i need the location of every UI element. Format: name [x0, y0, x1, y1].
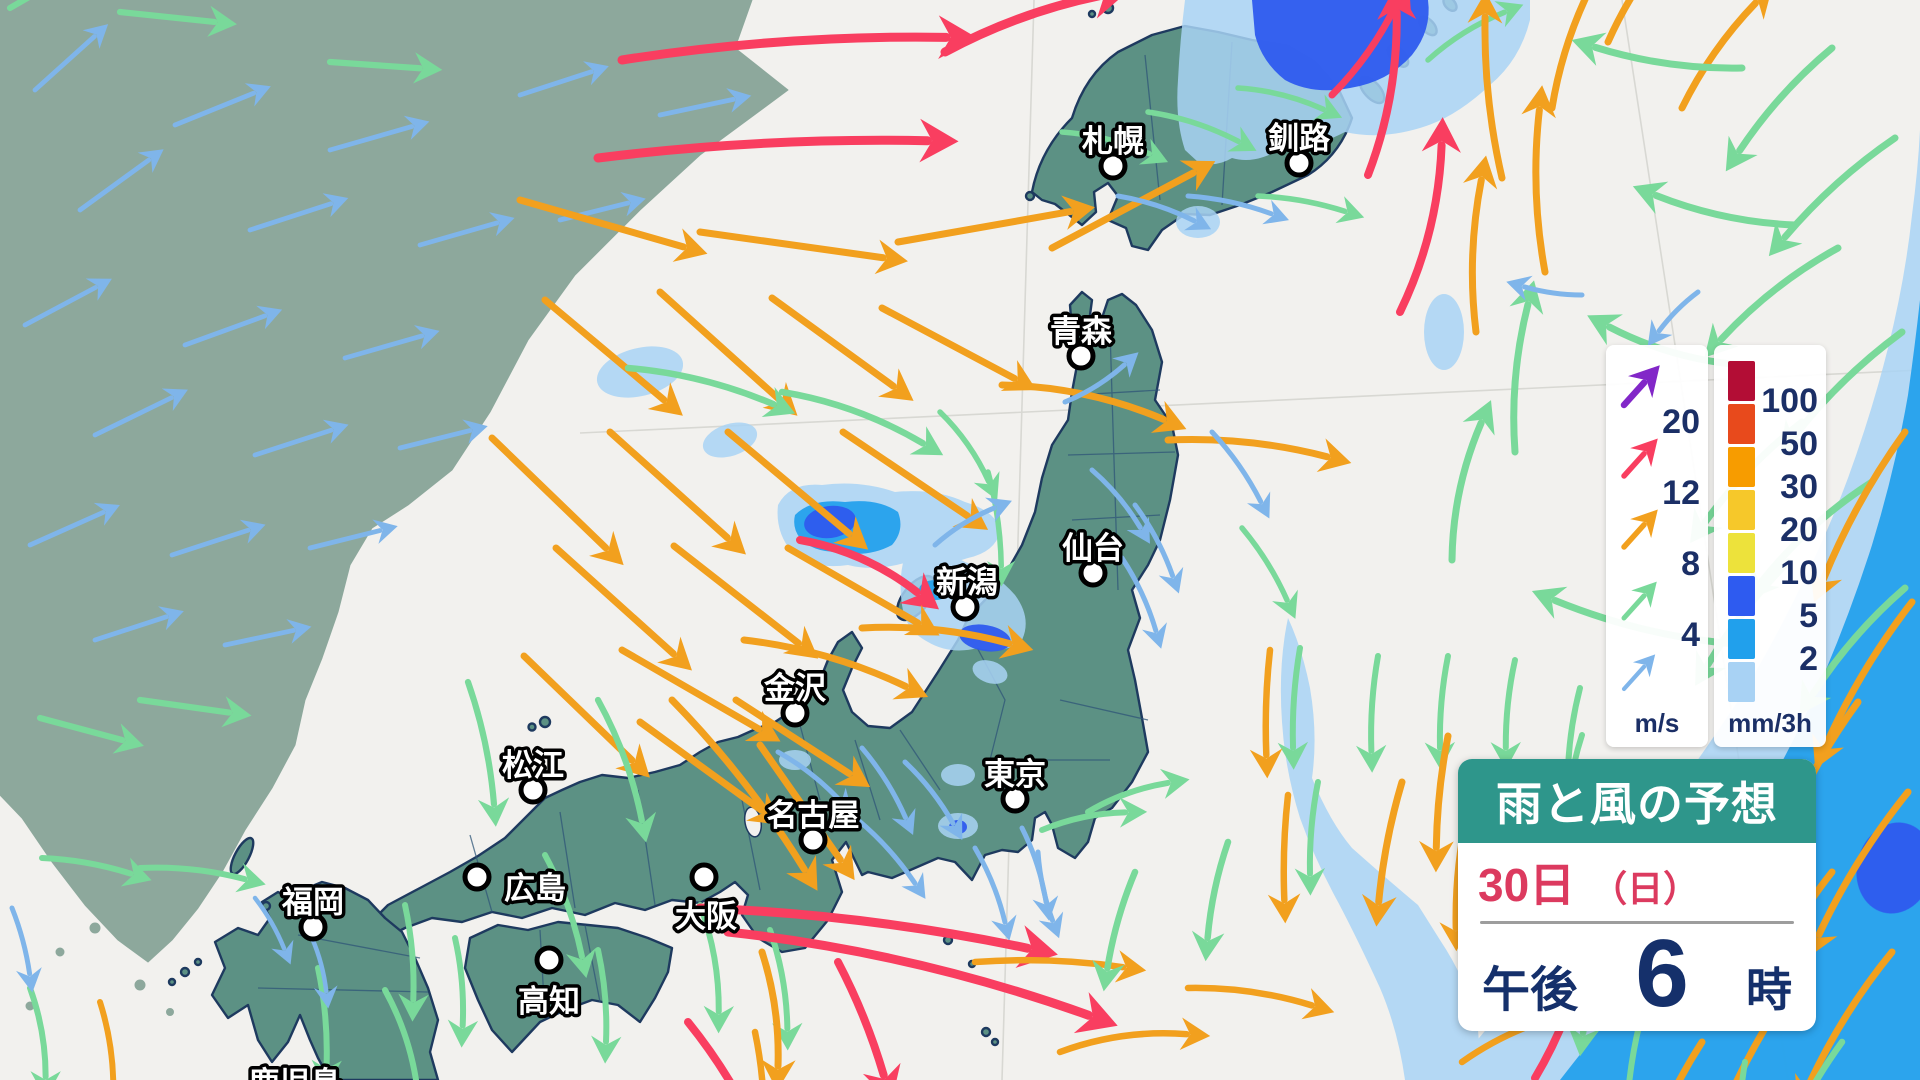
city-dot	[298, 912, 328, 942]
forecast-weekday: （日）	[1591, 868, 1700, 909]
city-dot	[1284, 148, 1314, 178]
city-label: 鹿児島	[249, 1066, 342, 1080]
forecast-hour-unit: 時	[1746, 964, 1792, 1016]
rain-legend-value: 5	[1799, 597, 1818, 635]
wind-unit-label: m/s	[1634, 708, 1680, 738]
honshu	[360, 290, 1180, 954]
wind-legend-value: 12	[1662, 474, 1700, 512]
rain-legend-swatch	[1728, 447, 1755, 487]
city-dot	[534, 945, 564, 975]
city-label: 青森	[1050, 314, 1113, 349]
city-label: 釧路	[1268, 121, 1331, 156]
city-label: 高知	[518, 984, 580, 1019]
city-dot	[518, 775, 548, 805]
city-大阪: 大阪	[672, 862, 741, 938]
city-dot	[462, 862, 492, 892]
rain-legend-value: 30	[1780, 468, 1818, 506]
rain-amount-legend: mm/3h 100 50 30 20 10 5 2	[1714, 345, 1826, 747]
city-dot	[780, 698, 810, 728]
continent-asia	[0, 0, 789, 963]
wind-legend-arrow	[1621, 654, 1656, 692]
city-新潟: 新潟	[933, 562, 1002, 622]
city-dot	[1098, 151, 1128, 181]
forecast-period: 午後	[1482, 964, 1579, 1017]
city-釧路: 釧路	[1265, 118, 1334, 178]
wind-legend-arrow	[1621, 581, 1657, 621]
rain-legend-value: 2	[1799, 640, 1818, 678]
city-福岡: 福岡	[278, 882, 348, 942]
city-dot	[1000, 784, 1030, 814]
shikoku	[463, 920, 674, 1054]
rain-legend-value: 50	[1780, 425, 1818, 463]
rain-legend-value: 10	[1780, 554, 1818, 592]
rain-legend-swatch	[1728, 490, 1755, 530]
city-label: 大阪	[675, 899, 737, 934]
city-label: 広島	[504, 871, 566, 906]
city-高知: 高知	[515, 945, 584, 1023]
city-広島: 広島	[462, 862, 570, 910]
rain-legend-swatch	[1728, 576, 1755, 616]
rain-legend-swatch	[1728, 404, 1755, 444]
rain-legend-value: 20	[1780, 511, 1818, 549]
city-label: 金沢	[763, 671, 827, 706]
city-青森: 青森	[1047, 311, 1116, 371]
forecast-title: 雨と風の予想	[1458, 759, 1816, 843]
city-label: 札幌	[1082, 124, 1144, 159]
rain-legend-swatch	[1728, 662, 1755, 702]
city-label: 新潟	[936, 565, 998, 600]
rain-legend-swatch	[1728, 619, 1755, 659]
continent-islands	[25, 896, 174, 1016]
city-label: 東京	[984, 757, 1046, 792]
city-名古屋: 名古屋	[763, 795, 863, 855]
wind-legend-value: 20	[1662, 403, 1700, 441]
rain-legend-swatch	[1728, 361, 1755, 401]
forecast-hour: 6	[1635, 920, 1689, 1027]
city-金沢: 金沢	[760, 668, 830, 728]
city-dot	[950, 592, 980, 622]
wind-legend-arrow	[1620, 365, 1660, 409]
city-鹿児島: 鹿児島	[245, 1063, 345, 1080]
forecast-date-row: 30日 （日）	[1478, 849, 1796, 915]
wind-legend-arrow	[1621, 438, 1658, 479]
city-札幌: 札幌	[1079, 121, 1148, 181]
city-松江: 松江	[499, 745, 568, 805]
forecast-panel: 雨と風の予想 30日 （日） 午後 6 時	[1458, 759, 1816, 1031]
forecast-divider	[1480, 921, 1794, 924]
wind-legend-value: 8	[1681, 545, 1700, 583]
wind-speed-legend: m/s 20 12 8 4	[1606, 345, 1708, 747]
wind-legend-value: 4	[1681, 616, 1700, 654]
forecast-time-row: 午後 6 時	[1478, 920, 1796, 1027]
city-仙台: 仙台	[1059, 528, 1128, 588]
city-label: 仙台	[1062, 531, 1124, 566]
city-label: 名古屋	[767, 798, 860, 833]
city-dot	[1078, 558, 1108, 588]
rain-legend-swatch	[1728, 533, 1755, 573]
city-dot	[1066, 341, 1096, 371]
forecast-date: 30日	[1478, 859, 1576, 911]
city-label: 松江	[502, 748, 564, 783]
city-dot	[798, 825, 828, 855]
rain-unit-label: mm/3h	[1728, 708, 1812, 738]
city-東京: 東京	[981, 754, 1050, 814]
city-label: 福岡	[281, 885, 344, 920]
rain-legend-value: 100	[1761, 382, 1818, 420]
wind-legend-arrow	[1621, 509, 1658, 550]
city-dot	[689, 862, 719, 892]
